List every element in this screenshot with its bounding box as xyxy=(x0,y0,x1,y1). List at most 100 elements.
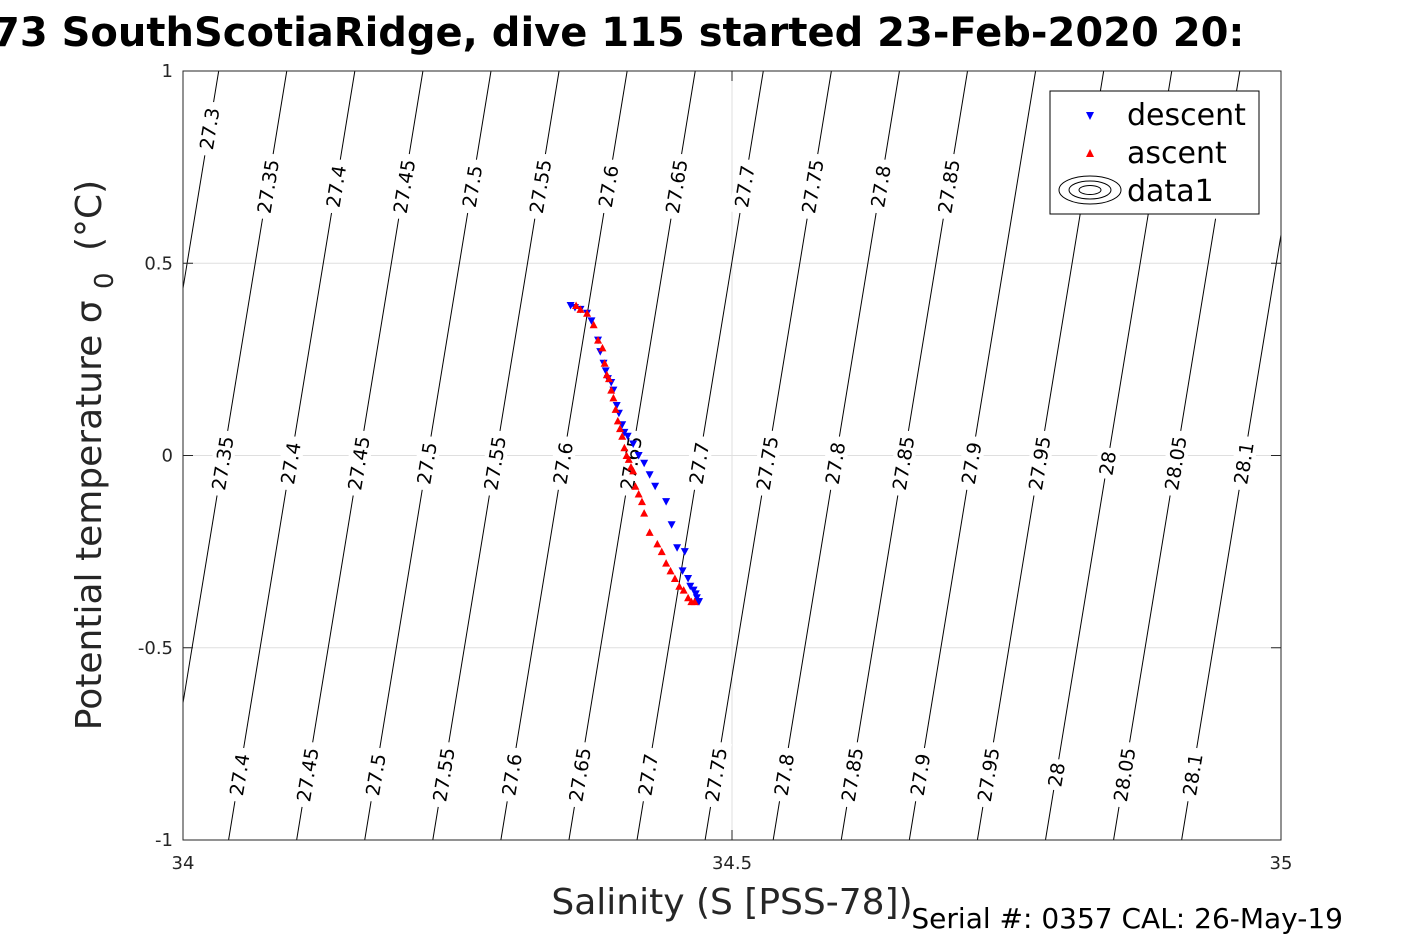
ascent-point xyxy=(609,393,618,402)
ascent-point xyxy=(598,343,607,352)
contour-label: 27.75 xyxy=(798,158,829,215)
contour-label-bg xyxy=(320,157,352,215)
contour-label: 27.85 xyxy=(889,435,920,492)
contour-line xyxy=(1181,234,1282,841)
contour-label: 27.45 xyxy=(344,435,375,492)
contour-label: 27.6 xyxy=(549,441,578,486)
contour-label-bg xyxy=(563,740,596,809)
descent-point xyxy=(587,317,596,325)
y-tick-label: 1 xyxy=(162,61,173,82)
descent-point xyxy=(691,590,700,598)
legend-descent-marker xyxy=(1086,112,1094,120)
contour-label: 28.05 xyxy=(1110,746,1141,803)
contour-label: 28.1 xyxy=(1179,752,1208,797)
contour-label-bg xyxy=(193,100,225,158)
contour-label: 27.5 xyxy=(362,752,391,797)
ascent-point xyxy=(613,416,622,425)
contour-label-bg xyxy=(1177,746,1208,804)
ascent-point xyxy=(631,482,640,490)
contour-label-bg xyxy=(932,152,965,221)
descent-point xyxy=(678,567,687,575)
contour-label-bg xyxy=(342,429,375,498)
contour-label: 27.4 xyxy=(226,752,255,797)
contour-label: 27.75 xyxy=(753,435,784,492)
descent-point xyxy=(684,575,693,583)
contour-label: 27.55 xyxy=(429,746,460,803)
y-axis-label: Potential temperature σ 0 (°C) xyxy=(69,180,122,730)
descent-point xyxy=(667,521,676,529)
contour-label-bg xyxy=(496,746,527,804)
y-tick-label: 0 xyxy=(162,446,173,467)
ascent-point xyxy=(653,539,662,548)
contour-label: 28.1 xyxy=(1230,441,1259,486)
ascent-point xyxy=(583,309,592,317)
contour-label-bg xyxy=(592,157,624,215)
contour-label: 27.6 xyxy=(498,752,527,797)
contour-label-bg xyxy=(768,746,800,804)
ascent-point xyxy=(594,336,603,344)
ascent-point xyxy=(589,320,598,329)
ascent-point xyxy=(576,305,585,313)
ascent-point xyxy=(572,301,581,310)
contour-label-bg xyxy=(206,429,239,498)
contour-label: 27.35 xyxy=(254,158,285,215)
descent-point xyxy=(640,459,649,468)
descent-point xyxy=(623,432,632,441)
ascent-point xyxy=(670,574,679,583)
contour-label-bg xyxy=(1023,429,1056,498)
contour-label-bg xyxy=(750,429,784,498)
contour-label-bg xyxy=(699,740,732,809)
ascent-point xyxy=(607,386,616,394)
contour-label-bg xyxy=(360,746,391,804)
descent-point xyxy=(651,482,660,491)
contour-label: 27.7 xyxy=(634,752,663,797)
ascent-point xyxy=(675,582,684,590)
contour-label: 27.8 xyxy=(822,441,851,486)
descent-point xyxy=(695,598,704,606)
contour-label-bg xyxy=(1108,740,1141,809)
chart-title: 73 SouthScotiaRidge, dive 115 started 23… xyxy=(0,10,1244,56)
legend-ascent-label: ascent xyxy=(1127,136,1227,171)
contour-label-bg xyxy=(478,429,511,498)
contour-label-bg xyxy=(251,152,284,221)
contour-label: 27.8 xyxy=(771,752,800,797)
x-tick-label: 35 xyxy=(1270,853,1293,874)
contour-label-bg xyxy=(291,740,324,809)
contour-label-bg xyxy=(955,434,987,492)
contour-label-bg xyxy=(819,434,851,492)
ascent-point xyxy=(620,443,629,452)
contour-label-bg xyxy=(224,746,255,804)
contour-label: 27.65 xyxy=(662,158,693,215)
ascent-point xyxy=(605,374,614,383)
contour-label: 27.7 xyxy=(731,164,760,209)
contour-label: 27.75 xyxy=(702,746,733,803)
ascent-point xyxy=(645,528,654,536)
y-axis-label-main: Potential temperature σ xyxy=(69,300,110,730)
legend: descent ascent data1 xyxy=(1049,90,1260,215)
y-axis-label-subscript: 0 xyxy=(90,272,120,289)
descent-point xyxy=(680,548,689,556)
descent-point xyxy=(634,452,643,460)
ascent-point xyxy=(611,405,620,413)
x-axis-label: Salinity (S [PSS-78]) xyxy=(551,882,912,923)
ascent-point xyxy=(690,597,699,606)
contour-label-bg xyxy=(971,740,1005,809)
svg-text:Potential temperature σ: Potential temperature σ 0 (°C) xyxy=(69,180,122,730)
contour-label-bg xyxy=(387,152,421,221)
contour-label-bg xyxy=(1093,446,1121,481)
descent-point xyxy=(645,471,654,479)
ascent-point xyxy=(657,547,666,556)
ascent-point xyxy=(618,432,627,440)
contour-label: 27.55 xyxy=(480,435,511,492)
ascent-point xyxy=(640,509,649,517)
data-series xyxy=(566,301,704,606)
contour-label-bg xyxy=(456,157,488,215)
legend-ascent-marker xyxy=(1086,149,1094,157)
contour-label-bg xyxy=(886,429,920,498)
descent-point xyxy=(689,586,698,595)
contour-label-bg xyxy=(632,746,663,804)
contour-label-bg xyxy=(865,157,896,215)
contour-label: 27.8 xyxy=(867,164,896,209)
y-tick-label: -0.5 xyxy=(138,638,173,659)
